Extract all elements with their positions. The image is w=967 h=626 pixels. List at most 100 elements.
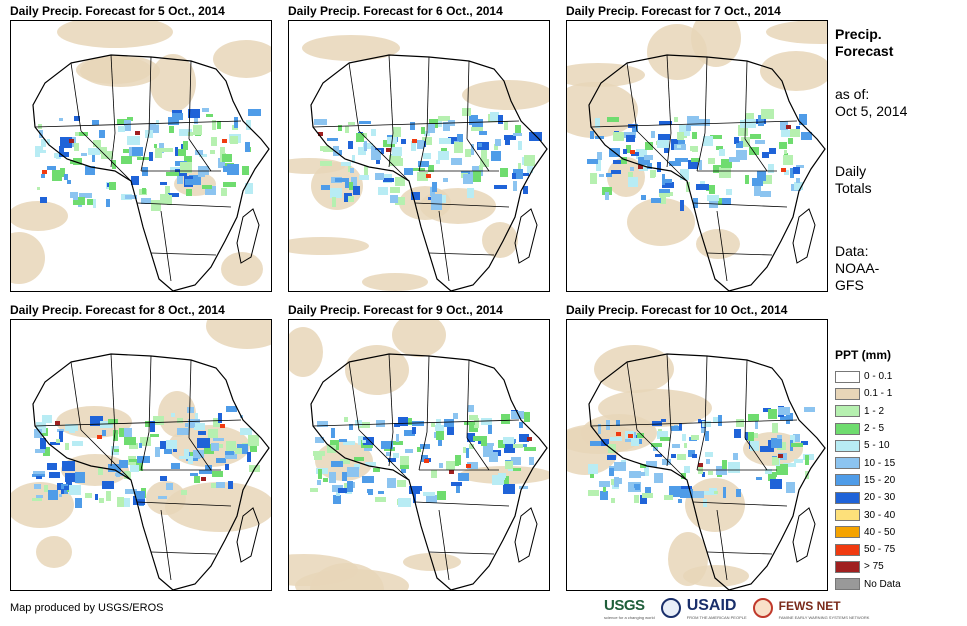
heavy-rain-cell: [786, 125, 791, 129]
rain-cell: [799, 114, 807, 125]
rain-cell: [248, 109, 261, 116]
rain-cell: [177, 418, 183, 423]
rain-cell: [85, 493, 92, 498]
rain-cell: [708, 158, 715, 164]
rain-cell: [613, 132, 624, 141]
rain-cell: [719, 149, 725, 156]
rain-cell: [527, 166, 533, 173]
rain-cell: [204, 444, 214, 454]
rain-cell: [783, 463, 796, 467]
rain-cell: [451, 482, 462, 486]
usgs-logo: USGS science for a changing world: [604, 597, 655, 620]
rain-cell: [124, 120, 131, 131]
rain-cell: [410, 122, 415, 130]
rain-cell: [651, 131, 655, 138]
rain-cell: [513, 169, 523, 179]
rain-cell: [603, 485, 606, 492]
legend-item: No Data: [835, 576, 955, 593]
rain-cell: [348, 196, 354, 202]
rain-cell: [529, 132, 542, 141]
rain-cell: [150, 421, 155, 432]
rain-cell: [35, 449, 45, 453]
rain-cell: [363, 143, 373, 149]
rain-cell: [756, 477, 762, 480]
rain-cell: [59, 494, 62, 497]
country-border: [418, 431, 428, 471]
rain-cell: [36, 422, 46, 433]
country-border: [312, 120, 520, 128]
rain-cell: [708, 471, 713, 475]
rain-cell: [139, 443, 142, 448]
country-border: [666, 431, 672, 467]
rain-cell: [693, 491, 704, 498]
rain-cell: [657, 431, 668, 439]
rain-cell: [66, 480, 72, 488]
rain-cell: [513, 181, 517, 191]
rain-cell: [718, 415, 722, 426]
rain-cell: [657, 140, 669, 148]
rain-cell: [611, 170, 621, 174]
rain-cell: [524, 412, 530, 422]
country-border: [744, 359, 748, 439]
country-border: [140, 431, 150, 471]
rain-cell: [426, 495, 437, 503]
rain-cell: [447, 425, 454, 435]
legend-label: 0 - 0.1: [864, 371, 893, 383]
legend-label: 1 - 2: [864, 405, 885, 417]
rain-cell: [117, 119, 128, 124]
rain-cell: [177, 428, 189, 435]
rain-cell: [783, 155, 793, 165]
rain-cell: [505, 136, 510, 145]
heavy-rain-cell: [97, 435, 102, 439]
country-border: [666, 353, 672, 433]
rain-cell: [473, 171, 481, 182]
dry-area: [760, 51, 827, 91]
africa-map-svg: [11, 21, 271, 291]
rain-cell: [160, 182, 167, 185]
rain-cell: [722, 460, 727, 469]
rain-cell: [438, 151, 449, 160]
rain-cell: [70, 192, 76, 198]
rain-cell: [505, 461, 513, 469]
rain-cell: [100, 421, 113, 428]
country-border: [312, 419, 520, 427]
rain-cell: [713, 417, 718, 423]
rain-cell: [784, 170, 789, 175]
rain-cell: [718, 198, 723, 205]
rain-cell: [212, 471, 223, 477]
rain-cell: [688, 160, 698, 169]
rain-cell: [205, 465, 212, 474]
rain-cell: [671, 426, 682, 431]
rain-cell: [453, 413, 458, 419]
panel-title: Daily Precip. Forecast for 6 Oct., 2014: [288, 4, 503, 18]
rain-cell: [687, 116, 699, 126]
country-border: [388, 132, 394, 168]
rain-cell: [401, 139, 406, 144]
rain-cell: [439, 138, 451, 144]
rain-cell: [43, 447, 50, 456]
panel-title: Daily Precip. Forecast for 5 Oct., 2014: [10, 4, 225, 18]
rain-cell: [477, 142, 489, 150]
rain-cell: [181, 490, 187, 495]
rain-cell: [250, 446, 257, 452]
rain-cell: [347, 481, 353, 492]
rain-cell: [188, 109, 200, 118]
rain-cell: [234, 117, 238, 128]
rain-cell: [790, 168, 794, 178]
country-border: [358, 429, 410, 481]
rain-cell: [222, 154, 232, 162]
country-border: [110, 132, 116, 168]
rain-cell: [317, 480, 321, 485]
rain-cell: [184, 156, 192, 167]
rain-cell: [127, 117, 133, 121]
rain-cell: [739, 141, 743, 146]
country-border: [438, 210, 450, 282]
madagascar-coastline: [514, 507, 538, 563]
rain-cell: [40, 150, 46, 153]
rain-cell: [42, 415, 52, 423]
rain-cell: [57, 429, 64, 432]
rain-cell: [478, 143, 482, 147]
rain-cell: [423, 153, 431, 159]
rain-cell: [106, 199, 110, 207]
rain-cell: [124, 428, 132, 438]
